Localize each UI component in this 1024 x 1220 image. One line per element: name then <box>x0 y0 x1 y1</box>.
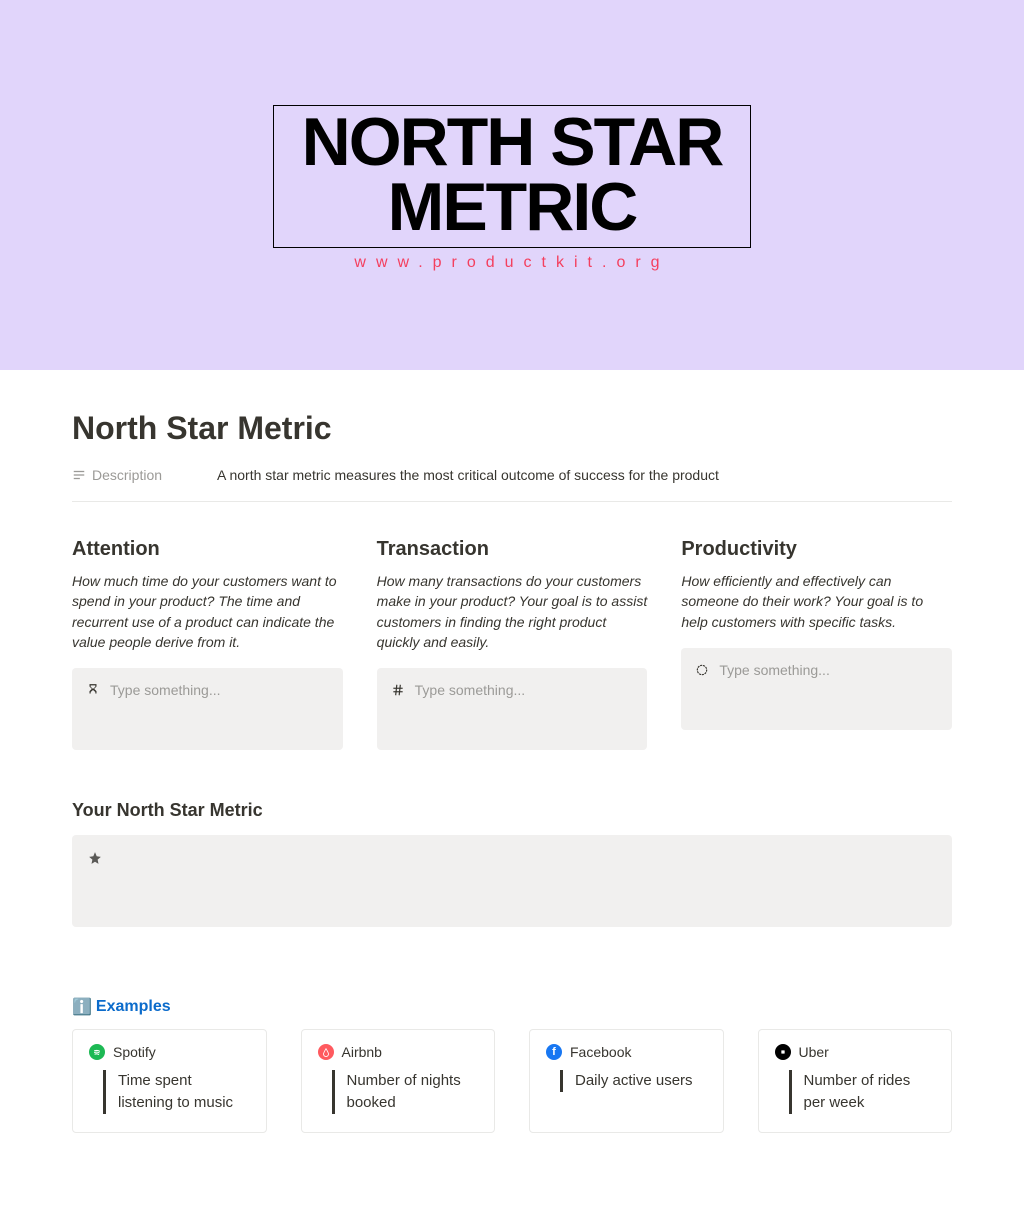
example-metric: Daily active users <box>560 1070 707 1092</box>
input-placeholder: Type something... <box>110 682 221 698</box>
text-lines-icon <box>72 468 86 482</box>
example-metric: Number of nights booked <box>332 1070 479 1114</box>
star-icon <box>88 852 102 869</box>
column-title: Transaction <box>377 538 648 561</box>
column-productivity: Productivity How efficiently and effecti… <box>681 538 952 750</box>
example-company: Spotify <box>113 1044 156 1060</box>
nsm-title: Your North Star Metric <box>72 800 952 821</box>
hash-icon <box>391 683 405 702</box>
examples-header-text: Examples <box>96 998 171 1016</box>
content: North Star Metric Description A north st… <box>72 370 952 1193</box>
examples-header: ℹ️ Examples <box>72 997 952 1017</box>
hero-banner: NORTH STAR METRIC www.productkit.org <box>0 0 1024 370</box>
description-label: Description <box>72 467 162 483</box>
example-card-facebook[interactable]: f Facebook Daily active users <box>529 1029 724 1133</box>
nsm-input[interactable] <box>72 835 952 927</box>
input-placeholder: Type something... <box>719 662 830 678</box>
column-desc: How efficiently and effectively can some… <box>681 571 952 632</box>
example-card-uber[interactable]: Uber Number of rides per week <box>758 1029 953 1133</box>
info-icon: ℹ️ <box>72 997 92 1017</box>
example-company: Facebook <box>570 1044 631 1060</box>
description-value: A north star metric measures the most cr… <box>217 467 719 483</box>
description-label-text: Description <box>92 467 162 483</box>
column-desc: How many transactions do your customers … <box>377 571 648 652</box>
example-company: Airbnb <box>342 1044 382 1060</box>
hero-title-box: NORTH STAR METRIC <box>273 105 752 248</box>
hero-title-line2: METRIC <box>302 175 723 240</box>
hero-title-line1: NORTH STAR <box>302 110 723 175</box>
example-card-spotify[interactable]: Spotify Time spent listening to music <box>72 1029 267 1133</box>
description-row: Description A north star metric measures… <box>72 467 952 502</box>
spinner-icon <box>695 663 709 682</box>
example-card-airbnb[interactable]: Airbnb Number of nights booked <box>301 1029 496 1133</box>
uber-icon <box>775 1044 791 1060</box>
page-title: North Star Metric <box>72 410 952 447</box>
input-placeholder: Type something... <box>415 682 526 698</box>
facebook-icon: f <box>546 1044 562 1060</box>
hero-subtitle: www.productkit.org <box>354 254 669 272</box>
attention-input[interactable]: Type something... <box>72 668 343 750</box>
column-transaction: Transaction How many transactions do you… <box>377 538 648 750</box>
column-desc: How much time do your customers want to … <box>72 571 343 652</box>
spotify-icon <box>89 1044 105 1060</box>
column-attention: Attention How much time do your customer… <box>72 538 343 750</box>
airbnb-icon <box>318 1044 334 1060</box>
example-metric: Number of rides per week <box>789 1070 936 1114</box>
column-title: Attention <box>72 538 343 561</box>
example-metric: Time spent listening to music <box>103 1070 250 1114</box>
examples-grid: Spotify Time spent listening to music Ai… <box>72 1029 952 1133</box>
metric-columns: Attention How much time do your customer… <box>72 538 952 750</box>
productivity-input[interactable]: Type something... <box>681 648 952 730</box>
column-title: Productivity <box>681 538 952 561</box>
example-company: Uber <box>799 1044 829 1060</box>
transaction-input[interactable]: Type something... <box>377 668 648 750</box>
hourglass-icon <box>86 683 100 702</box>
